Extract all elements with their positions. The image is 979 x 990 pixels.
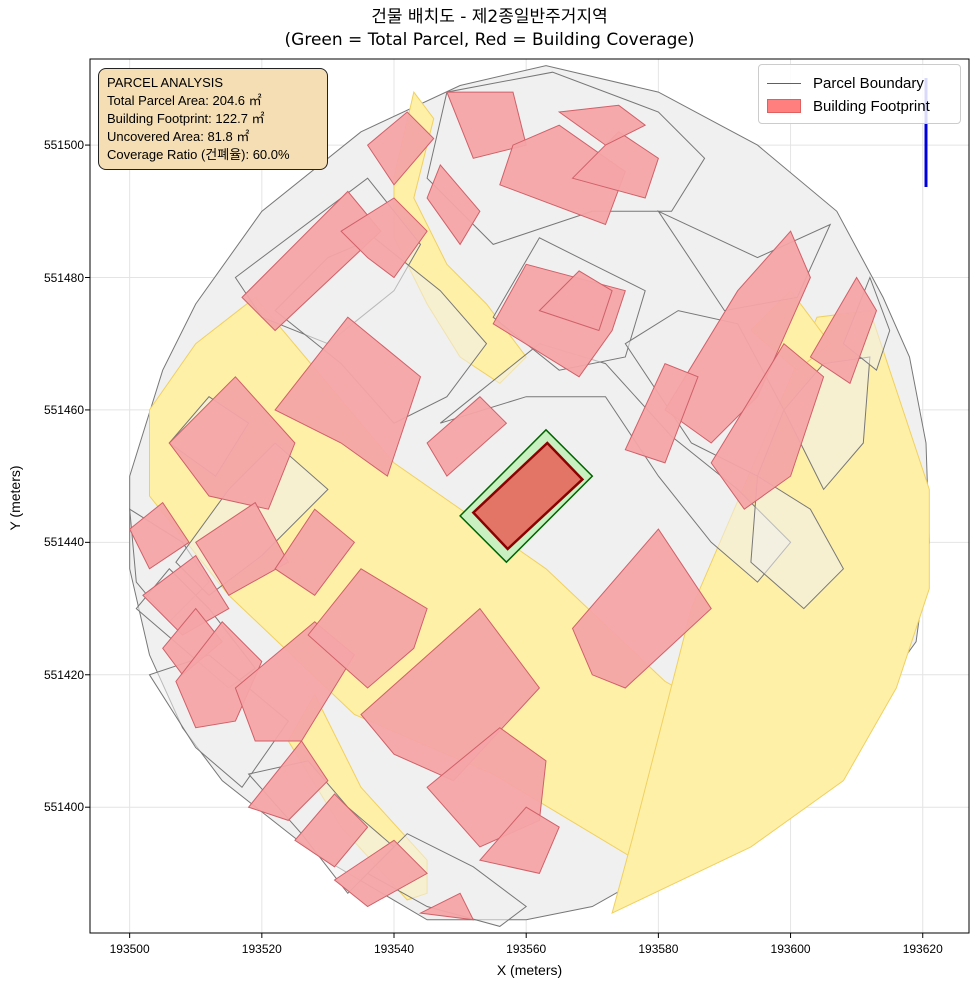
building-footprint: [294, 793, 369, 868]
building-footprint: [664, 230, 811, 444]
legend-item-parcel: Parcel Boundary: [767, 73, 924, 93]
building-footprint: [571, 131, 659, 199]
y-tick-label: 551460: [43, 402, 84, 417]
legend-patch-swatch: [767, 99, 801, 113]
parcel-analysis-box: PARCEL ANALYSIS Total Parcel Area: 204.6…: [98, 68, 328, 170]
y-tick-label: 551440: [43, 535, 84, 550]
y-tick-label: 551400: [43, 800, 84, 815]
legend-label-building: Building Footprint: [813, 97, 930, 115]
chart-title: 건물 배치도 - 제2종일반주거지역 (Green = Total Parcel…: [0, 6, 979, 52]
building-footprint: [142, 554, 230, 636]
info-coverage: Coverage Ratio (건폐율): 60.0%: [107, 147, 290, 162]
tick-marks: [85, 144, 924, 938]
info-total-area: Total Parcel Area: 204.6 ㎡: [107, 93, 262, 108]
building-footprint: [557, 104, 647, 146]
building-footprint: [426, 727, 547, 848]
plot-frame: [89, 58, 970, 934]
x-axis-label: X (meters): [496, 962, 563, 978]
building-footprint: [274, 316, 422, 477]
x-tick-label: 193540: [373, 942, 415, 956]
building-layer: [129, 91, 878, 921]
building-footprint: [418, 892, 475, 921]
building-footprint: [710, 342, 825, 510]
info-heading: PARCEL ANALYSIS: [107, 75, 224, 90]
building-footprint: [168, 376, 296, 510]
building-footprint: [333, 839, 428, 908]
x-tick-label: 193520: [241, 942, 282, 956]
building-footprint: [571, 528, 712, 689]
legend: Parcel Boundary Building Footprint: [758, 64, 961, 124]
x-tick-label: 193500: [109, 942, 150, 956]
target-parcel-layer: [459, 428, 594, 564]
legend-label-parcel: Parcel Boundary: [813, 74, 924, 92]
building-footprint: [499, 124, 626, 226]
building-footprint: [478, 806, 560, 874]
y-tick-label: 551480: [43, 270, 84, 285]
chart-title-line1: 건물 배치도 - 제2종일반주거지역: [371, 7, 608, 27]
chart-title-line2: (Green = Total Parcel, Red = Building Co…: [284, 30, 695, 50]
building-footprint: [624, 362, 699, 464]
building-footprint: [426, 396, 508, 477]
legend-line-swatch: [767, 82, 801, 84]
x-tick-label: 193620: [902, 942, 943, 956]
building-footprint: [247, 740, 329, 821]
building-footprint: [809, 276, 878, 385]
y-tick-label: 551420: [43, 667, 84, 682]
building-footprint: [234, 621, 356, 742]
building-footprint: [129, 501, 190, 570]
y-axis-label: Y (meters): [7, 465, 23, 531]
x-tick-label: 193580: [638, 942, 679, 956]
info-uncovered: Uncovered Area: 81.8 ㎡: [107, 129, 250, 144]
x-tick-label: 193560: [506, 942, 547, 956]
y-tick-label: 551500: [43, 138, 84, 153]
info-footprint: Building Footprint: 122.7 ㎡: [107, 111, 265, 126]
building-footprint: [538, 270, 613, 332]
building-footprint: [366, 111, 435, 186]
x-tick-label: 193600: [770, 942, 811, 956]
target-building: [471, 441, 585, 551]
parcel-polygon: [750, 475, 845, 610]
building-footprint: [307, 568, 428, 689]
road-polygon: [611, 310, 930, 915]
building-footprint: [340, 197, 428, 279]
legend-item-building: Building Footprint: [767, 96, 930, 116]
building-footprint: [426, 163, 481, 246]
building-footprint: [274, 508, 356, 596]
